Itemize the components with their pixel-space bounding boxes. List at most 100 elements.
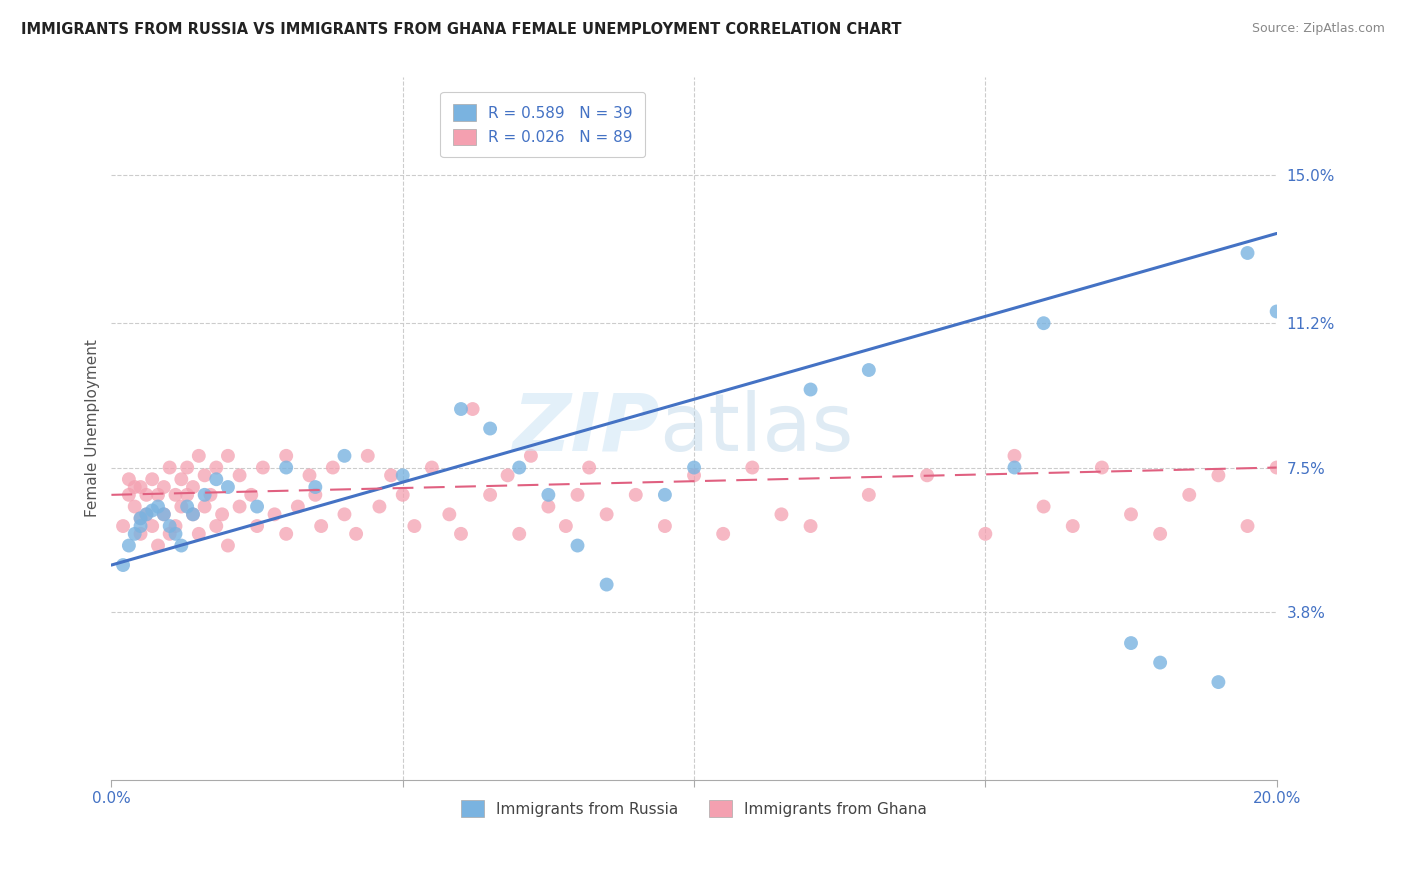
- Point: [141, 472, 163, 486]
- Point: [915, 468, 938, 483]
- Point: [170, 539, 193, 553]
- Point: [333, 449, 356, 463]
- Point: [146, 500, 169, 514]
- Point: [228, 500, 250, 514]
- Point: [578, 460, 600, 475]
- Point: [357, 449, 380, 463]
- Point: [287, 500, 309, 514]
- Point: [520, 449, 543, 463]
- Point: [240, 488, 263, 502]
- Point: [170, 472, 193, 486]
- Point: [309, 519, 332, 533]
- Point: [711, 526, 734, 541]
- Point: [595, 508, 617, 522]
- Point: [135, 508, 157, 522]
- Point: [1236, 519, 1258, 533]
- Point: [135, 508, 157, 522]
- Point: [1032, 316, 1054, 330]
- Point: [391, 468, 413, 483]
- Point: [391, 488, 413, 502]
- Point: [595, 577, 617, 591]
- Text: Source: ZipAtlas.com: Source: ZipAtlas.com: [1251, 22, 1385, 36]
- Point: [858, 363, 880, 377]
- Point: [118, 488, 141, 502]
- Point: [1119, 636, 1142, 650]
- Point: [205, 460, 228, 475]
- Point: [124, 500, 146, 514]
- Point: [1032, 500, 1054, 514]
- Point: [537, 488, 560, 502]
- Point: [1149, 656, 1171, 670]
- Point: [217, 480, 239, 494]
- Point: [129, 511, 152, 525]
- Point: [205, 519, 228, 533]
- Point: [176, 500, 198, 514]
- Point: [159, 526, 181, 541]
- Point: [135, 488, 157, 502]
- Point: [159, 519, 181, 533]
- Point: [194, 500, 217, 514]
- Point: [200, 488, 222, 502]
- Point: [141, 503, 163, 517]
- Point: [624, 488, 647, 502]
- Point: [654, 488, 676, 502]
- Point: [1119, 508, 1142, 522]
- Point: [1265, 304, 1288, 318]
- Point: [1004, 460, 1026, 475]
- Point: [153, 480, 176, 494]
- Point: [217, 539, 239, 553]
- Point: [211, 508, 233, 522]
- Point: [146, 539, 169, 553]
- Point: [770, 508, 793, 522]
- Point: [159, 460, 181, 475]
- Point: [153, 508, 176, 522]
- Point: [304, 480, 326, 494]
- Point: [567, 488, 589, 502]
- Point: [974, 526, 997, 541]
- Point: [368, 500, 391, 514]
- Point: [554, 519, 576, 533]
- Point: [246, 519, 269, 533]
- Point: [112, 519, 135, 533]
- Point: [165, 526, 187, 541]
- Point: [741, 460, 763, 475]
- Point: [858, 488, 880, 502]
- Point: [1265, 460, 1288, 475]
- Point: [333, 508, 356, 522]
- Point: [1236, 246, 1258, 260]
- Point: [344, 526, 367, 541]
- Point: [194, 468, 217, 483]
- Point: [1062, 519, 1084, 533]
- Point: [228, 468, 250, 483]
- Point: [404, 519, 426, 533]
- Point: [496, 468, 519, 483]
- Point: [187, 449, 209, 463]
- Point: [176, 460, 198, 475]
- Point: [479, 421, 502, 435]
- Point: [141, 519, 163, 533]
- Point: [263, 508, 285, 522]
- Point: [450, 402, 472, 417]
- Point: [479, 488, 502, 502]
- Point: [129, 519, 152, 533]
- Point: [420, 460, 443, 475]
- Point: [276, 460, 298, 475]
- Point: [450, 526, 472, 541]
- Point: [176, 488, 198, 502]
- Point: [304, 488, 326, 502]
- Point: [170, 500, 193, 514]
- Point: [217, 449, 239, 463]
- Point: [276, 449, 298, 463]
- Point: [800, 519, 823, 533]
- Point: [194, 488, 217, 502]
- Point: [537, 500, 560, 514]
- Text: atlas: atlas: [659, 390, 853, 467]
- Point: [129, 511, 152, 525]
- Y-axis label: Female Unemployment: Female Unemployment: [86, 340, 100, 517]
- Point: [153, 508, 176, 522]
- Point: [683, 460, 706, 475]
- Point: [1208, 675, 1230, 690]
- Point: [246, 500, 269, 514]
- Point: [252, 460, 274, 475]
- Point: [1208, 468, 1230, 483]
